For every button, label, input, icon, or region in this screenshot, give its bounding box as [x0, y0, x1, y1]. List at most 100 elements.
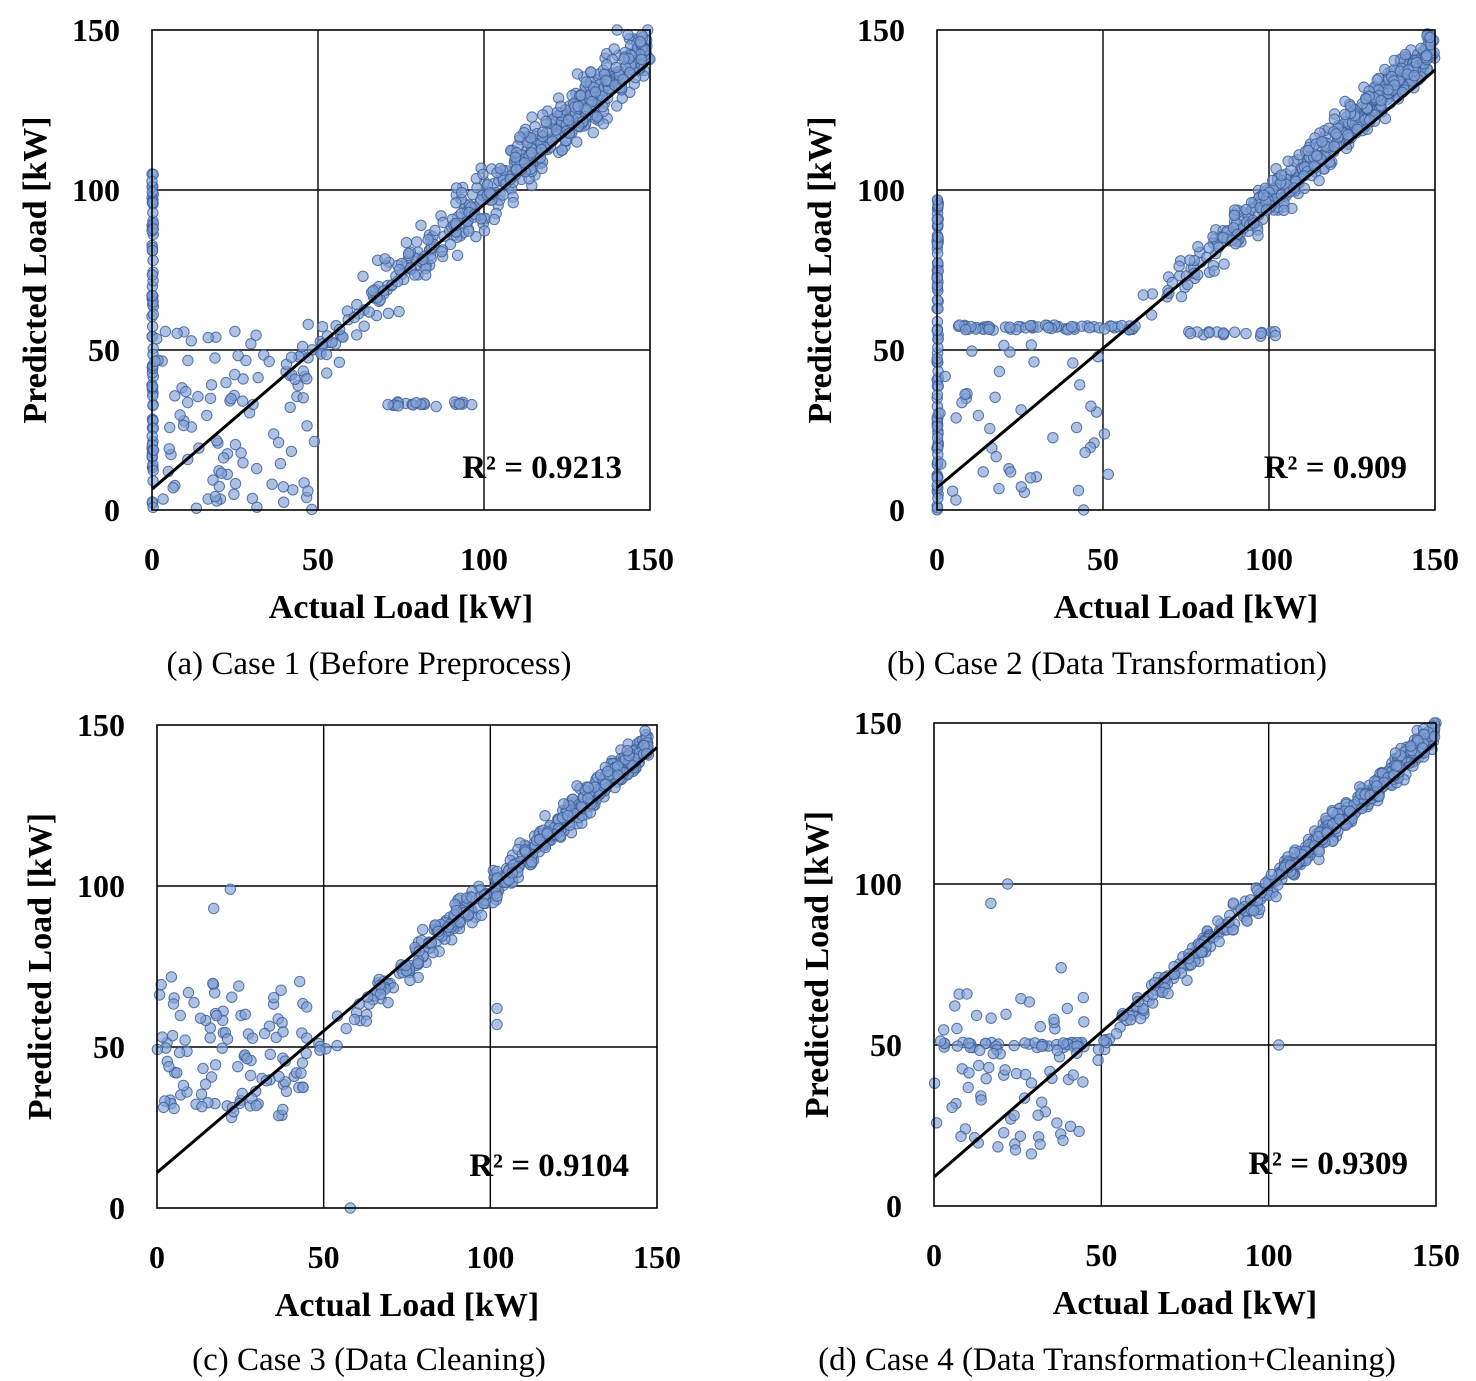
data-point	[436, 246, 448, 258]
data-point	[985, 1012, 997, 1024]
data-point	[1028, 356, 1040, 368]
data-point	[209, 490, 222, 503]
x-axis-label: Actual Load [kW]	[269, 589, 533, 626]
y-tick-label: 50	[870, 1027, 902, 1063]
data-point	[195, 1088, 208, 1100]
data-point	[277, 1103, 289, 1116]
data-point	[602, 765, 614, 778]
plot-frame	[933, 722, 1437, 1207]
data-point	[147, 254, 159, 267]
data-point	[351, 298, 363, 311]
data-point	[233, 980, 245, 992]
caption-d: (d) Case 4 (Data Transformation+Cleaning…	[818, 1342, 1396, 1378]
y-tick-label: 150	[857, 12, 905, 48]
data-points	[928, 717, 1442, 1160]
data-point	[1055, 962, 1067, 974]
data-point	[1000, 1008, 1012, 1020]
data-point	[1327, 806, 1339, 819]
data-point	[209, 1059, 222, 1071]
data-point	[1316, 135, 1328, 148]
data-point	[1015, 481, 1027, 493]
data-point	[392, 400, 404, 412]
data-point	[608, 43, 620, 55]
data-point	[1339, 108, 1351, 121]
x-tick-label: 50	[308, 1239, 340, 1275]
data-point	[210, 1009, 223, 1022]
data-point	[297, 1081, 309, 1094]
data-point	[963, 1037, 975, 1049]
data-point	[382, 398, 394, 411]
data-point	[562, 809, 574, 822]
data-point	[1064, 1120, 1077, 1132]
data-point	[580, 76, 592, 88]
data-point	[491, 1018, 503, 1031]
data-point	[274, 457, 287, 470]
data-point	[1313, 845, 1325, 858]
data-point	[591, 111, 603, 123]
data-point	[1024, 472, 1037, 484]
data-point	[1173, 260, 1185, 272]
x-tick-label: 100	[1245, 541, 1293, 577]
data-point	[224, 883, 237, 895]
data-point	[422, 234, 434, 246]
x-tick-label: 0	[149, 1239, 165, 1275]
data-point	[147, 223, 160, 235]
trendline	[933, 741, 1437, 1179]
data-point	[1162, 987, 1174, 1000]
data-point	[393, 305, 405, 318]
data-point	[450, 197, 462, 209]
caption-a: (a) Case 1 (Before Preprocess)	[166, 646, 572, 682]
data-point	[959, 323, 972, 336]
data-point	[285, 351, 298, 363]
data-point	[266, 478, 278, 490]
data-point	[1008, 1039, 1020, 1052]
data-point	[417, 923, 429, 936]
data-point	[296, 340, 309, 353]
data-point	[466, 398, 478, 411]
data-point	[989, 391, 1001, 403]
data-point	[268, 992, 280, 1004]
data-point	[275, 984, 287, 996]
data-point	[147, 464, 159, 477]
data-point	[1421, 50, 1433, 62]
data-point	[1025, 339, 1037, 351]
data-point	[951, 1022, 963, 1035]
data-point	[207, 977, 219, 990]
data-point	[1034, 1138, 1046, 1150]
chart-panel-a: 0 50 100 150 0 50 100 150 Actual Load [kW] Predic…	[0, 0, 738, 690]
data-point	[173, 1046, 186, 1059]
data-point	[301, 373, 313, 385]
data-point	[622, 28, 634, 41]
data-point	[273, 1070, 285, 1083]
data-point	[541, 828, 553, 840]
data-point	[228, 488, 240, 500]
data-point	[1375, 94, 1387, 107]
data-point	[301, 1001, 313, 1013]
data-point	[196, 1100, 208, 1113]
x-axis-label: Actual Load [kW]	[1054, 589, 1318, 626]
data-point	[1207, 231, 1219, 243]
data-point	[182, 396, 194, 409]
data-point	[208, 902, 220, 915]
y-tick-label: 100	[854, 866, 902, 902]
data-point	[1399, 48, 1411, 61]
data-point	[179, 1034, 191, 1046]
data-point	[983, 323, 995, 335]
y-tick-label: 100	[72, 172, 120, 208]
data-point	[475, 213, 487, 225]
x-tick-label: 150	[633, 1239, 681, 1275]
data-point	[977, 466, 989, 478]
data-point	[1330, 128, 1342, 140]
trendline	[151, 60, 651, 491]
data-point	[1213, 935, 1225, 948]
data-point	[611, 100, 623, 112]
data-point	[635, 53, 648, 66]
data-point	[209, 987, 221, 999]
data-point	[992, 1141, 1004, 1153]
data-point	[1004, 466, 1017, 478]
data-point	[360, 1015, 372, 1027]
data-point	[1212, 915, 1224, 927]
data-point	[571, 68, 584, 80]
data-point	[1073, 1125, 1085, 1138]
data-point	[510, 163, 523, 176]
